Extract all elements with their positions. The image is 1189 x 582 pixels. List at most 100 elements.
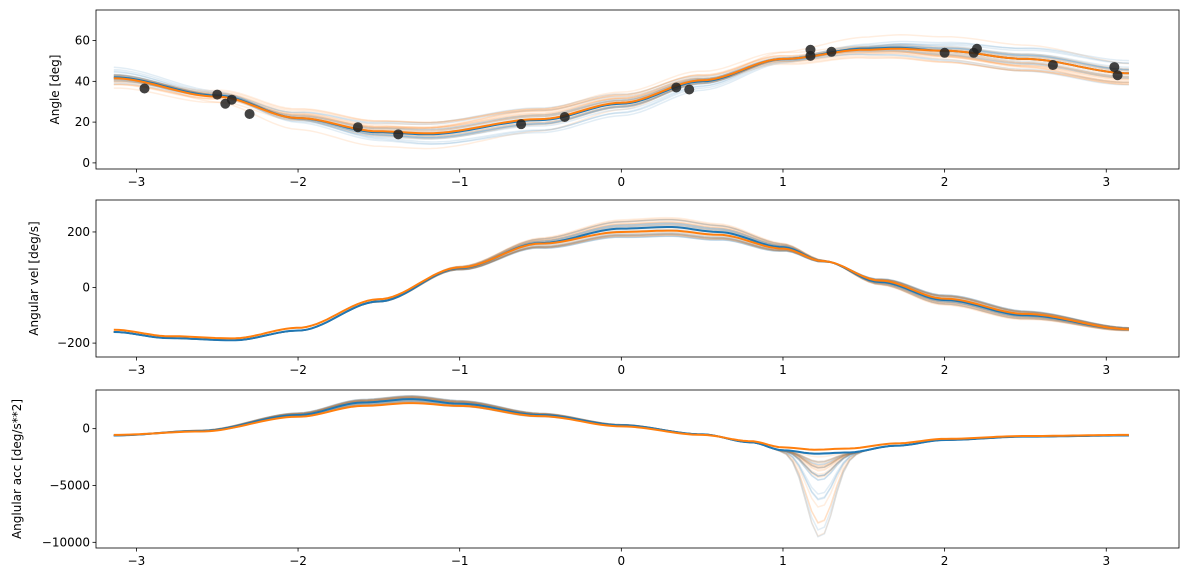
data-point bbox=[939, 47, 950, 58]
sample-trajectory bbox=[113, 49, 1129, 132]
sample-trajectory bbox=[113, 400, 1129, 471]
sample-trajectory bbox=[113, 47, 1129, 133]
panel-angular-acceleration: −3 −2 −1 0 1 2 3 −10000 −5000 0 Anglular acc [deg/… bbox=[10, 389, 1180, 568]
sample-trajectory bbox=[113, 401, 1129, 538]
x-tick-label: 3 bbox=[1102, 554, 1110, 568]
sample-trajectory bbox=[113, 49, 1129, 131]
data-point bbox=[1112, 70, 1123, 81]
sample-trajectory bbox=[113, 397, 1129, 464]
x-tick-label: −2 bbox=[289, 363, 307, 377]
series-line-orange bbox=[113, 229, 1129, 340]
data-point bbox=[971, 43, 982, 54]
sample-trajectory bbox=[113, 233, 1129, 342]
y-tick-label: −200 bbox=[57, 336, 90, 350]
x-tick-label: 1 bbox=[779, 554, 787, 568]
sample-trajectory bbox=[113, 53, 1129, 124]
x-tick-label: 2 bbox=[941, 363, 949, 377]
sample-trajectory bbox=[113, 400, 1129, 469]
sample-trajectory bbox=[113, 399, 1129, 466]
data-point bbox=[139, 83, 150, 94]
series-line-orange bbox=[113, 47, 1129, 135]
sample-trajectory bbox=[113, 396, 1129, 467]
sample-trajectory bbox=[113, 395, 1129, 477]
data-point bbox=[1047, 60, 1058, 71]
sample-trajectory bbox=[113, 396, 1129, 470]
sample-trajectory bbox=[113, 228, 1129, 342]
y-tick-label: 200 bbox=[67, 225, 90, 239]
sample-trajectory bbox=[113, 45, 1129, 130]
plot-area bbox=[113, 394, 1129, 538]
x-tick-label: −1 bbox=[451, 363, 469, 377]
x-tick-label: 2 bbox=[941, 175, 949, 189]
data-point bbox=[826, 46, 837, 57]
x-tick-label: −3 bbox=[128, 363, 146, 377]
sample-trajectory bbox=[113, 397, 1129, 463]
sample-trajectory bbox=[113, 224, 1129, 342]
y-axis-label: Anglular acc [deg/s**2] bbox=[10, 399, 24, 539]
y-tick-label: 0 bbox=[82, 156, 90, 170]
axes-frame bbox=[95, 389, 1180, 549]
x-tick-label: 1 bbox=[779, 363, 787, 377]
y-axis-label: Angle [deg] bbox=[48, 55, 62, 125]
sample-trajectory bbox=[113, 396, 1129, 469]
sample-trajectory bbox=[113, 395, 1129, 538]
sample-trajectory bbox=[113, 234, 1129, 342]
sample-trajectory bbox=[113, 229, 1129, 342]
sample-trajectory bbox=[113, 396, 1129, 495]
sample-trajectory bbox=[113, 396, 1129, 469]
sample-trajectory bbox=[113, 398, 1129, 464]
sample-trajectory bbox=[113, 40, 1129, 145]
plot-area bbox=[113, 34, 1129, 150]
data-point bbox=[1109, 62, 1120, 73]
sample-trajectory bbox=[113, 225, 1129, 342]
sample-trajectory bbox=[113, 396, 1129, 468]
sample-trajectory bbox=[113, 234, 1129, 342]
sample-trajectory bbox=[113, 43, 1129, 140]
data-point bbox=[212, 89, 223, 100]
sample-trajectory bbox=[113, 231, 1129, 342]
x-tick-label: −3 bbox=[128, 554, 146, 568]
sample-trajectory bbox=[113, 395, 1129, 475]
sample-trajectory bbox=[113, 221, 1129, 342]
sample-trajectory bbox=[113, 395, 1129, 477]
series-line-orange bbox=[113, 402, 1129, 451]
sample-trajectory bbox=[113, 397, 1129, 463]
panel-angle: −3 −2 −1 0 1 2 3 0 20 40 60 Angle [deg] bbox=[48, 9, 1180, 189]
data-point bbox=[671, 82, 682, 93]
x-tick-label: 3 bbox=[1102, 175, 1110, 189]
x-tick-label: −2 bbox=[289, 554, 307, 568]
data-point bbox=[352, 122, 363, 133]
sample-trajectory bbox=[113, 232, 1129, 342]
sample-trajectory bbox=[113, 395, 1129, 524]
plot-area bbox=[113, 216, 1129, 342]
sample-trajectory bbox=[113, 233, 1129, 342]
sample-trajectory bbox=[113, 227, 1129, 342]
x-tick-label: −1 bbox=[451, 554, 469, 568]
sample-trajectory bbox=[113, 223, 1129, 342]
y-tick-label: 40 bbox=[75, 74, 90, 88]
y-tick-label: 0 bbox=[82, 422, 90, 436]
sample-trajectory bbox=[113, 396, 1129, 472]
sample-trajectory bbox=[113, 230, 1129, 342]
data-point bbox=[559, 112, 570, 123]
series-line-blue bbox=[113, 398, 1129, 455]
sample-trajectory bbox=[113, 235, 1129, 342]
sample-trajectory bbox=[113, 44, 1129, 139]
x-tick-label: 2 bbox=[941, 554, 949, 568]
data-point bbox=[684, 84, 695, 95]
sample-trajectory bbox=[113, 395, 1129, 525]
y-tick-label: 20 bbox=[75, 115, 90, 129]
sample-trajectory bbox=[113, 235, 1129, 342]
sample-trajectory bbox=[113, 397, 1129, 458]
x-tick-label: 0 bbox=[618, 554, 626, 568]
sample-trajectory bbox=[113, 51, 1129, 126]
sample-trajectory bbox=[113, 396, 1129, 501]
axes-frame bbox=[95, 199, 1180, 358]
x-tick-label: −1 bbox=[451, 175, 469, 189]
sample-trajectory bbox=[113, 56, 1129, 124]
y-axis-label: Angular vel [deg/s] bbox=[27, 221, 41, 335]
x-tick-label: −2 bbox=[289, 175, 307, 189]
sample-trajectory bbox=[113, 220, 1129, 342]
sample-trajectory bbox=[113, 232, 1129, 342]
panel-angular-velocity: −3 −2 −1 0 1 2 3 −200 0 200 Angular vel [deg/s] bbox=[27, 199, 1180, 377]
